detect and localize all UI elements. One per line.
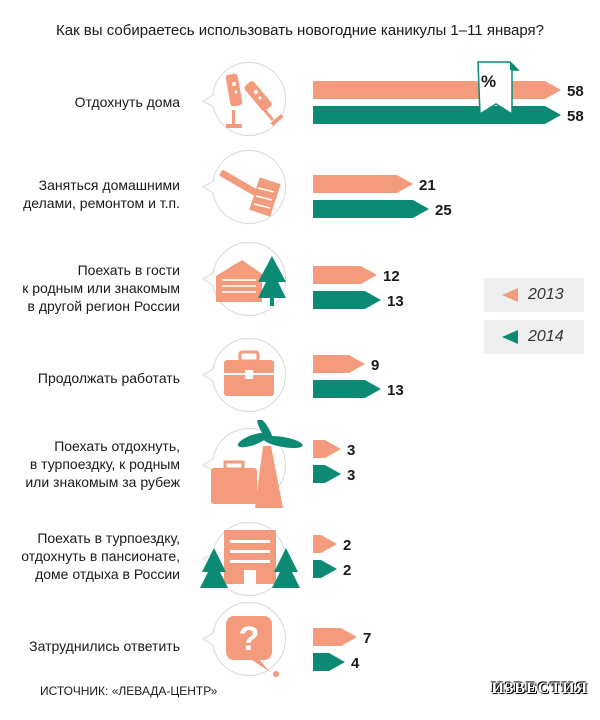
value-label-2013-4: 3 xyxy=(347,442,355,459)
legend-2013-swatch xyxy=(502,288,518,302)
value-label-2013-2: 12 xyxy=(383,268,400,285)
category-label-line: Отдохнуть дома xyxy=(74,94,180,110)
percent-label: % xyxy=(481,72,497,91)
legend-2013: 2013 xyxy=(484,278,584,312)
bar-2014-2 xyxy=(313,291,381,309)
value-label-2014-3: 13 xyxy=(387,382,404,399)
category-label-line: к родным или знакомым xyxy=(22,280,180,296)
house-tree-icon xyxy=(216,256,286,306)
bar-2014-4 xyxy=(313,465,341,483)
bar-2013-1 xyxy=(313,175,413,193)
legend-2014-swatch xyxy=(502,330,518,344)
value-label-2014-0: 58 xyxy=(567,108,584,125)
value-label-2013-0: 58 xyxy=(567,83,584,100)
category-label-6: Затруднились ответить xyxy=(0,637,180,655)
bar-2013-0 xyxy=(313,81,561,99)
category-label-line: Поехать в турпоездку, xyxy=(37,530,180,546)
value-label-2013-1: 21 xyxy=(419,177,436,194)
value-label-2014-2: 13 xyxy=(387,293,404,310)
bar-2014-1 xyxy=(313,200,429,218)
category-label-line: доме отдыха в России xyxy=(35,566,180,582)
category-label-line: Продолжать работать xyxy=(37,370,180,386)
champagne-glasses-icon xyxy=(225,73,284,128)
bar-2013-4 xyxy=(313,440,341,458)
legend-2014: 2014 xyxy=(484,320,584,354)
value-label-2013-5: 2 xyxy=(343,537,351,554)
value-label-2014-4: 3 xyxy=(347,467,355,484)
category-label-line: Поехать в гости xyxy=(77,262,180,278)
category-label-line: Заняться домашними xyxy=(38,177,180,193)
category-label-4: Поехать отдохнуть, в турпоездку, к родным… xyxy=(0,437,180,491)
bar-2014-6 xyxy=(313,653,345,671)
bar-2014-0 xyxy=(313,106,561,124)
bar-2014-3 xyxy=(313,380,381,398)
bar-2014-5 xyxy=(313,560,337,578)
bar-2013-3 xyxy=(313,355,365,373)
category-label-0: Отдохнуть дома xyxy=(0,93,180,111)
value-label-2014-5: 2 xyxy=(343,562,351,579)
paint-roller-icon xyxy=(219,170,281,217)
chart-title: Как вы собираетесь использовать новогодн… xyxy=(55,22,545,39)
brand-logo: ИЗВЕСТИЯ xyxy=(491,680,588,697)
category-label-line: или знакомым за рубеж xyxy=(25,474,180,490)
legend-2013-label: 2013 xyxy=(528,286,564,303)
category-label-1: Заняться домашними делами, ремонтом и т.п… xyxy=(0,176,180,212)
category-label-line: отдохнуть в пансионате, xyxy=(21,548,180,564)
svg-text:?: ? xyxy=(239,620,260,658)
percent-flag-icon xyxy=(477,61,520,116)
category-label-3: Продолжать работать xyxy=(0,369,180,387)
value-label-2013-6: 7 xyxy=(363,630,371,647)
legend-2014-label: 2014 xyxy=(528,328,564,345)
hotel-trees-icon xyxy=(200,530,300,588)
source-note: ИСТОЧНИК: «ЛЕВАДА-ЦЕНТР» xyxy=(40,684,218,698)
value-label-2014-6: 4 xyxy=(351,655,360,672)
question-mark-icon: ? xyxy=(226,616,279,677)
category-label-line: Затруднились ответить xyxy=(29,638,180,654)
bar-2013-6 xyxy=(313,628,357,646)
value-label-2014-1: 25 xyxy=(435,202,452,219)
bar-2013-2 xyxy=(313,266,377,284)
value-label-2013-3: 9 xyxy=(371,357,379,374)
category-label-line: Поехать отдохнуть, xyxy=(54,438,180,454)
briefcase-icon xyxy=(224,350,274,396)
category-label-line: делами, ремонтом и т.п. xyxy=(23,195,180,211)
category-label-5: Поехать в турпоездку, отдохнуть в пансион… xyxy=(0,529,180,583)
category-label-2: Поехать в гости к родным или знакомым в др… xyxy=(0,261,180,315)
palm-suitcase-icon xyxy=(211,420,303,508)
category-label-line: в другой регион России xyxy=(27,298,180,314)
category-label-line: в турпоездку, к родным xyxy=(29,456,180,472)
bar-2013-5 xyxy=(313,535,337,553)
